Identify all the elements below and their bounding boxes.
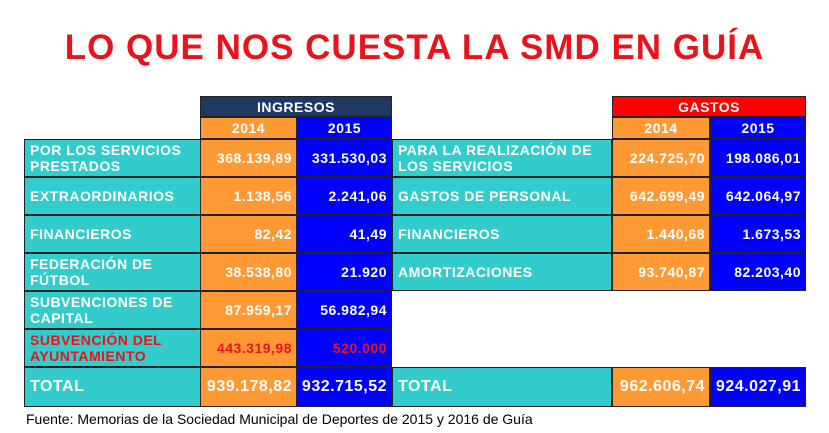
- source: Fuente: Memorias de la Sociedad Municipa…: [26, 411, 533, 427]
- value-2014: 87.959,17: [200, 291, 297, 329]
- row-label: POR LOS SERVICIOS PRESTADOS: [24, 139, 201, 177]
- total-2015: 924.027,91: [710, 367, 806, 407]
- row-label: EXTRAORDINARIOS: [24, 177, 201, 215]
- section-header: GASTOS: [612, 96, 806, 117]
- value-2015: 82.203,40: [710, 253, 806, 291]
- year-header: 2014: [200, 117, 297, 139]
- value-2015: 2.241,06: [297, 177, 392, 215]
- value-2014: 443.319,98: [200, 329, 297, 367]
- total-2014: 962.606,74: [612, 367, 710, 407]
- value-2015: 41,49: [297, 215, 392, 253]
- value-2014: 82,42: [200, 215, 297, 253]
- value-2014: 38.538,80: [200, 253, 297, 291]
- value-2014: 93.740,87: [612, 253, 710, 291]
- value-2015: 56.982,94: [297, 291, 392, 329]
- section-header: INGRESOS: [200, 96, 392, 117]
- value-2014: 1.138,56: [200, 177, 297, 215]
- value-2014: 224.725,70: [612, 139, 710, 177]
- year-header: 2015: [710, 117, 806, 139]
- row-label: SUBVENCIONES DE CAPITAL: [24, 291, 201, 329]
- year-header: 2014: [612, 117, 710, 139]
- row-label: FINANCIEROS: [24, 215, 201, 253]
- total-label: TOTAL: [24, 367, 201, 407]
- year-header: 2015: [297, 117, 392, 139]
- row-label: SUBVENCIÓN DEL AYUNTAMIENTO: [24, 329, 201, 367]
- row-label: PARA LA REALIZACIÓN DE LOS SERVICIOS: [392, 139, 612, 177]
- value-2015: 642.064,97: [710, 177, 806, 215]
- value-2015: 198.086,01: [710, 139, 806, 177]
- value-2015: 520.000: [297, 329, 392, 367]
- row-label: FEDERACIÓN DE FÚTBOL: [24, 253, 201, 291]
- total-2015: 932.715,52: [297, 367, 392, 407]
- title: LO QUE NOS CUESTA LA SMD EN GUÍA: [64, 28, 765, 67]
- value-2014: 368.139,89: [200, 139, 297, 177]
- value-2015: 331.530,03: [297, 139, 392, 177]
- value-2014: 1.440,68: [612, 215, 710, 253]
- value-2015: 21.920: [297, 253, 392, 291]
- row-label: AMORTIZACIONES: [392, 253, 612, 291]
- total-2014: 939.178,82: [200, 367, 297, 407]
- total-label: TOTAL: [392, 367, 612, 407]
- value-2015: 1.673,53: [710, 215, 806, 253]
- value-2014: 642.699,49: [612, 177, 710, 215]
- row-label: GASTOS DE PERSONAL: [392, 177, 612, 215]
- row-label: FINANCIEROS: [392, 215, 612, 253]
